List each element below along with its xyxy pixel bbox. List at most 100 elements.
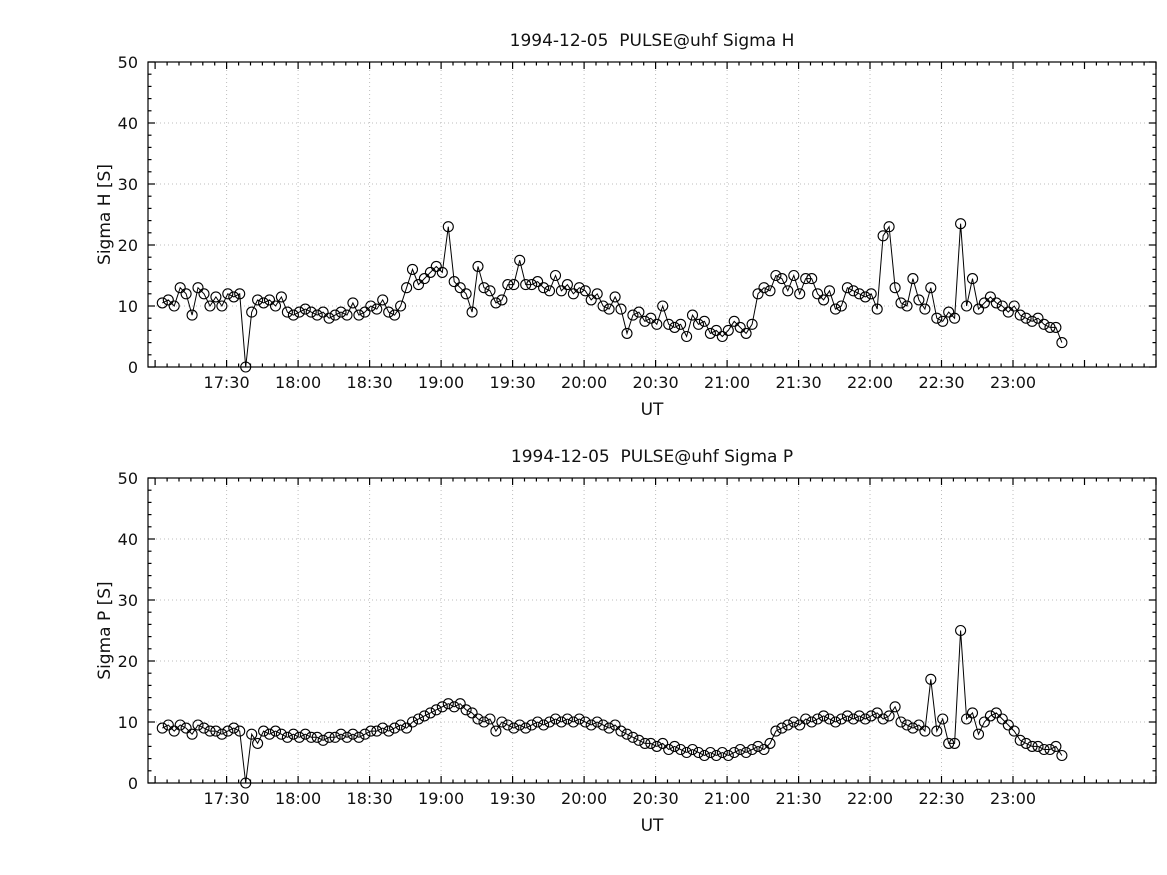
data-marker — [776, 722, 788, 734]
data-marker — [549, 269, 562, 282]
data-marker — [835, 713, 847, 725]
data-marker — [549, 713, 562, 725]
data-marker — [639, 315, 651, 327]
x-tick-label: 18:30 — [347, 373, 393, 392]
data-marker — [1002, 719, 1014, 731]
data-marker — [591, 288, 603, 300]
data-marker — [222, 725, 234, 737]
data-marker — [698, 315, 710, 327]
data-marker — [1038, 318, 1050, 330]
data-marker — [978, 297, 990, 309]
data-marker — [466, 707, 478, 719]
data-marker — [567, 288, 579, 300]
data-marker — [543, 716, 556, 728]
data-marker — [752, 740, 764, 752]
data-marker — [520, 279, 532, 291]
data-marker — [299, 303, 311, 315]
x-tick-label: 22:30 — [918, 373, 964, 392]
data-marker — [925, 282, 937, 294]
y-tick-label: 50 — [118, 53, 138, 72]
x-tick-label: 21:00 — [704, 373, 750, 392]
data-marker — [198, 722, 210, 734]
data-marker — [829, 716, 842, 728]
data-marker — [657, 737, 669, 749]
data-marker — [383, 725, 395, 737]
data-marker — [698, 749, 710, 762]
data-marker — [454, 282, 466, 294]
data-marker — [984, 710, 996, 722]
y-tick-label: 20 — [118, 236, 138, 255]
data-marker — [806, 716, 818, 728]
data-marker — [931, 725, 943, 737]
data-marker — [949, 312, 961, 324]
data-marker — [323, 731, 335, 743]
data-marker — [1044, 321, 1056, 333]
data-marker — [806, 273, 818, 285]
data-marker — [460, 288, 472, 300]
x-tick-label: 19:30 — [490, 373, 536, 392]
data-marker — [484, 285, 496, 297]
data-marker — [901, 719, 913, 731]
data-marker — [448, 276, 460, 288]
data-marker — [859, 713, 871, 725]
data-marker — [800, 713, 812, 725]
data-marker — [728, 315, 740, 327]
y-tick-label: 20 — [118, 652, 138, 671]
data-marker — [621, 728, 633, 740]
data-marker — [633, 306, 645, 318]
data-marker — [961, 713, 973, 725]
data-marker — [192, 719, 204, 731]
data-marker — [990, 707, 1002, 719]
data-marker — [627, 731, 639, 743]
data-marker — [180, 288, 192, 300]
data-marker — [972, 303, 985, 315]
data-marker — [395, 300, 407, 312]
x-tick-label: 20:30 — [633, 789, 679, 808]
data-marker — [710, 749, 722, 762]
data-marker — [490, 725, 502, 737]
data-marker — [383, 306, 395, 318]
data-marker — [258, 725, 270, 737]
data-marker — [788, 716, 800, 728]
data-marker — [246, 728, 258, 740]
data-marker — [389, 722, 401, 734]
data-marker — [609, 719, 621, 731]
data-marker — [263, 728, 276, 740]
data-marker — [424, 707, 436, 719]
data-marker — [305, 306, 317, 318]
data-marker — [740, 327, 752, 339]
data-marker — [847, 713, 859, 725]
data-marker — [353, 731, 365, 743]
data-marker — [186, 309, 198, 321]
data-marker — [907, 273, 919, 285]
data-marker — [752, 288, 764, 300]
data-marker — [210, 725, 222, 737]
data-marker — [883, 710, 895, 722]
data-marker — [829, 303, 842, 315]
data-marker — [543, 285, 556, 297]
data-marker — [490, 297, 502, 309]
data-marker — [746, 743, 758, 756]
data-marker — [746, 318, 758, 330]
data-marker — [347, 728, 359, 740]
data-marker — [669, 740, 681, 752]
data-marker — [627, 309, 639, 321]
x-tick-label: 21:00 — [704, 789, 750, 808]
data-marker — [728, 746, 740, 759]
data-marker — [1020, 312, 1032, 324]
data-marker — [436, 701, 448, 713]
data-marker — [508, 722, 520, 734]
x-tick-label: 20:30 — [633, 373, 679, 392]
data-marker — [424, 266, 436, 278]
data-marker — [925, 673, 937, 685]
data-marker — [442, 221, 454, 233]
data-marker — [1014, 309, 1026, 321]
y-tick-label: 40 — [118, 530, 138, 549]
data-marker — [704, 746, 716, 759]
x-tick-label: 18:00 — [275, 789, 321, 808]
data-marker — [478, 282, 490, 294]
data-marker — [1008, 300, 1020, 312]
data-marker — [788, 269, 800, 282]
data-marker — [329, 309, 341, 321]
